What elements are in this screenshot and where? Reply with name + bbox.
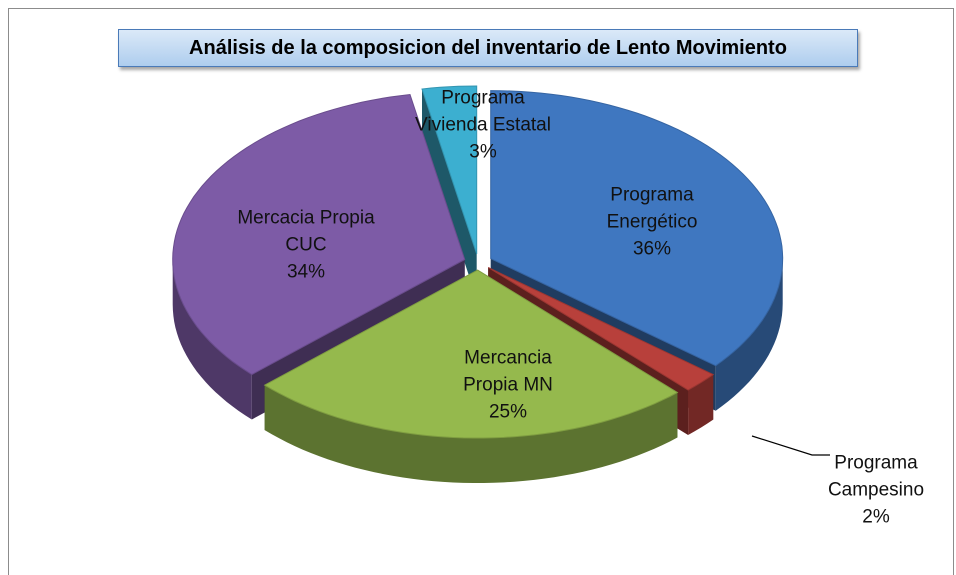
chart-title: Análisis de la composicion del inventari… <box>118 29 858 67</box>
value-label: 25% <box>488 401 528 423</box>
slice-label: Mercancia Propia MN 25% <box>438 345 578 426</box>
slice <box>421 85 478 255</box>
category-name: Programa Campesino <box>827 452 925 501</box>
slice <box>172 93 466 376</box>
slice <box>490 90 784 367</box>
value-label: 2% <box>862 506 890 528</box>
slice-label: Programa Campesino 2% <box>791 450 956 531</box>
slice <box>263 269 679 439</box>
slice-side <box>688 374 714 435</box>
slice-side <box>264 385 678 483</box>
slice-label: Mercacia Propia CUC 34% <box>226 205 386 286</box>
category-name: Mercancia Propia MN <box>463 347 553 396</box>
category-name: Programa Vivienda Estatal <box>415 87 551 136</box>
value-label: 34% <box>286 261 326 283</box>
slice-side <box>172 259 252 420</box>
category-name: Mercacia Propia CUC <box>237 207 375 256</box>
slice <box>487 267 715 391</box>
leader-line <box>751 435 830 456</box>
slice-side <box>715 258 783 411</box>
value-label: 3% <box>469 141 497 163</box>
category-name: Programa Energético <box>606 184 698 233</box>
chart-border <box>8 8 954 575</box>
slice-label: Programa Vivienda Estatal 3% <box>403 85 563 166</box>
slice-edge <box>422 89 477 299</box>
slice-label: Programa Energético 36% <box>567 182 737 263</box>
value-label: 36% <box>632 238 672 260</box>
